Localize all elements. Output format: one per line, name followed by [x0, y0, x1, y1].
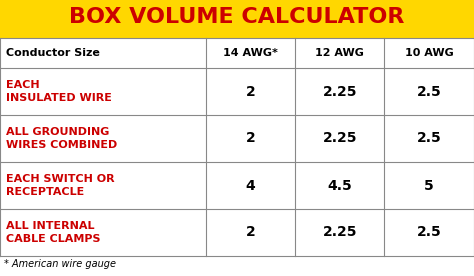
Bar	[0, 68, 474, 115]
Text: 4: 4	[246, 179, 255, 192]
Text: ALL GROUNDING
WIRES COMBINED: ALL GROUNDING WIRES COMBINED	[6, 127, 117, 150]
Text: 2.5: 2.5	[417, 84, 441, 99]
Text: 2.5: 2.5	[417, 225, 441, 240]
Bar	[0, 38, 474, 68]
Text: 2.25: 2.25	[323, 225, 357, 240]
Text: EACH SWITCH OR
RECEPTACLE: EACH SWITCH OR RECEPTACLE	[6, 174, 115, 197]
Text: 2.25: 2.25	[323, 131, 357, 145]
Bar	[0, 209, 474, 256]
Text: 12 AWG: 12 AWG	[315, 48, 365, 58]
Text: 2.5: 2.5	[417, 131, 441, 145]
Text: 10 AWG: 10 AWG	[405, 48, 453, 58]
Text: 2: 2	[246, 131, 255, 145]
Bar	[0, 115, 474, 162]
Text: 2: 2	[246, 225, 255, 240]
Text: Conductor Size: Conductor Size	[6, 48, 100, 58]
Text: 14 AWG*: 14 AWG*	[223, 48, 278, 58]
Text: 4.5: 4.5	[328, 179, 352, 192]
Text: * American wire gauge: * American wire gauge	[4, 259, 116, 269]
Bar	[0, 162, 474, 209]
Text: BOX VOLUME CALCULATOR: BOX VOLUME CALCULATOR	[69, 7, 405, 27]
Text: 5: 5	[424, 179, 434, 192]
Text: 2: 2	[246, 84, 255, 99]
Bar	[0, 0, 474, 38]
Text: EACH
INSULATED WIRE: EACH INSULATED WIRE	[6, 80, 112, 103]
Text: ALL INTERNAL
CABLE CLAMPS: ALL INTERNAL CABLE CLAMPS	[6, 221, 100, 244]
Text: 2.25: 2.25	[323, 84, 357, 99]
